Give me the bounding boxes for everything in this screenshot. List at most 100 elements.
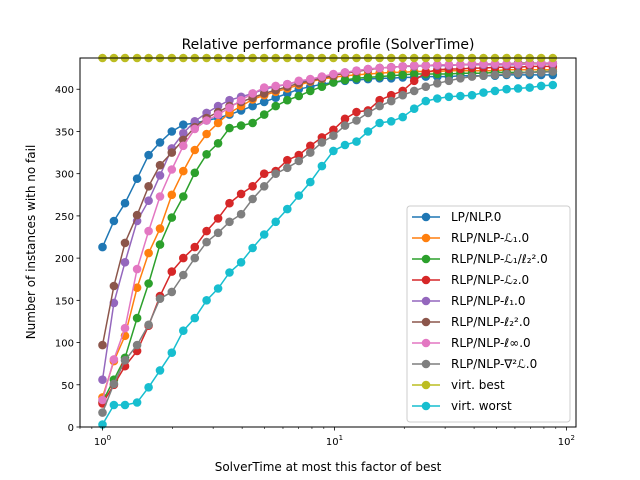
data-point	[155, 294, 165, 304]
legend-item: RLP/NLP-ℒ₂.0	[412, 273, 529, 287]
data-point	[283, 204, 292, 214]
legend-label: RLP/NLP-ℒ₁/ℓ₂².0	[451, 252, 548, 266]
data-point	[352, 74, 361, 83]
data-point	[294, 191, 304, 200]
series-9	[98, 80, 558, 429]
data-point	[155, 192, 165, 201]
data-point	[225, 198, 234, 208]
data-point	[213, 110, 223, 119]
data-point	[179, 270, 188, 280]
data-point	[259, 97, 269, 107]
data-point	[398, 70, 408, 80]
legend-marker	[421, 317, 431, 327]
data-point	[433, 94, 442, 103]
chart-title: Relative performance profile (SolverTime…	[182, 37, 475, 53]
data-point	[548, 80, 558, 90]
data-point	[294, 91, 304, 101]
x-tick-exponent: 0	[107, 434, 111, 442]
series-7	[98, 67, 558, 417]
y-tick-label: 0	[68, 423, 74, 434]
data-point	[167, 267, 177, 276]
legend-marker	[421, 296, 431, 306]
x-tick-exponent: 2	[571, 434, 575, 442]
data-point	[479, 71, 488, 80]
data-point	[167, 127, 177, 136]
legend-box	[406, 205, 571, 423]
data-point	[340, 140, 350, 150]
data-point	[109, 216, 119, 226]
legend-item: virt. worst	[412, 399, 512, 413]
data-point	[236, 121, 246, 130]
data-point	[155, 138, 165, 147]
series-6	[98, 58, 558, 405]
data-point	[386, 90, 396, 100]
legend-label: RLP/NLP-ℓ∞.0	[451, 336, 531, 350]
data-point	[248, 194, 257, 204]
data-point	[202, 116, 211, 125]
data-point	[179, 253, 188, 263]
data-point	[167, 148, 177, 157]
data-point	[352, 107, 361, 117]
data-point	[109, 355, 119, 364]
data-point	[398, 90, 408, 100]
series-line	[101, 62, 553, 401]
y-tick-label: 300	[55, 170, 74, 181]
data-point	[456, 60, 465, 70]
data-point	[98, 375, 107, 385]
data-point	[167, 190, 177, 200]
data-point	[490, 86, 500, 96]
data-point	[271, 217, 281, 227]
data-point	[375, 72, 384, 81]
data-point	[375, 95, 384, 105]
data-point	[467, 90, 477, 100]
data-point	[502, 69, 511, 79]
data-point	[363, 64, 373, 74]
legend-label: LP/NLP.0	[451, 210, 501, 224]
data-point	[167, 287, 177, 297]
data-point	[190, 313, 200, 323]
data-point	[375, 63, 384, 73]
data-point	[259, 110, 269, 119]
legend-item: RLP/NLP-ℓ∞.0	[412, 336, 531, 350]
data-point	[144, 182, 153, 191]
data-point	[363, 127, 373, 136]
data-point	[548, 67, 558, 76]
data-point	[202, 226, 211, 236]
data-point	[132, 264, 142, 274]
data-point	[317, 138, 327, 147]
legend-item: LP/NLP.0	[412, 210, 501, 224]
data-point	[144, 248, 153, 258]
data-point	[467, 59, 477, 69]
data-point	[329, 78, 338, 87]
legend-label: RLP/NLP-ℓ₁.0	[451, 294, 525, 308]
data-point	[490, 59, 500, 69]
legend-label: virt. worst	[451, 399, 512, 413]
data-point	[144, 150, 153, 160]
data-point	[513, 59, 523, 69]
data-point	[525, 59, 534, 69]
legend-item: RLP/NLP-ℒ₁.0	[412, 231, 529, 245]
data-point	[167, 165, 177, 174]
data-point	[213, 118, 223, 128]
legend-label: RLP/NLP-ℒ₂.0	[451, 273, 529, 287]
data-point	[236, 95, 246, 105]
data-point	[98, 395, 107, 405]
data-point	[433, 60, 442, 70]
data-point	[409, 86, 419, 96]
data-point	[98, 340, 107, 350]
data-point	[225, 123, 234, 133]
data-point	[213, 101, 223, 111]
data-point	[536, 81, 546, 91]
data-point	[144, 226, 153, 236]
y-tick-label: 150	[55, 296, 74, 307]
data-point	[259, 230, 269, 239]
series-line	[101, 70, 553, 413]
data-point	[271, 101, 281, 111]
data-point	[283, 95, 292, 105]
data-point	[317, 161, 327, 171]
data-point	[155, 160, 165, 170]
y-tick-label: 200	[55, 254, 74, 265]
data-point	[409, 69, 419, 79]
data-point	[120, 323, 130, 333]
